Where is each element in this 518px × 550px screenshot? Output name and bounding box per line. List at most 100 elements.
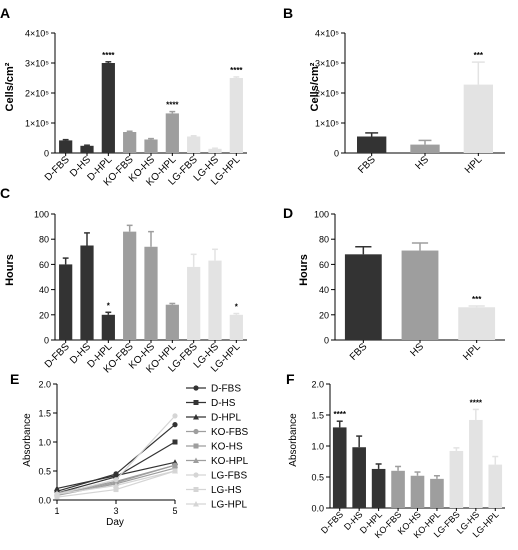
bar (123, 132, 137, 153)
significance-label: * (235, 303, 239, 312)
bar (208, 260, 222, 340)
bar (463, 84, 493, 153)
bar (488, 464, 503, 508)
data-point (172, 468, 178, 474)
panel-a-axes: 01×10⁵2×10⁵3×10⁵4×10⁵D-FBSD-HSD-HPLKO-FB… (25, 29, 247, 188)
bar (101, 314, 115, 340)
y-tick-label: 2×10⁵ (315, 89, 339, 99)
significance-label: **** (230, 66, 243, 75)
panel-a: A Cells/cm² 01×10⁵2×10⁵3×10⁵4×10⁵D-FBSD-… (0, 5, 247, 188)
data-point (172, 413, 178, 419)
legend-marker (193, 400, 199, 405)
y-tick-label: 3×10⁵ (315, 59, 339, 69)
bar (208, 148, 222, 153)
y-tick-label: 2.0 (311, 380, 324, 390)
bar (187, 136, 201, 153)
bar (144, 246, 158, 340)
bar (401, 250, 439, 340)
y-tick-label: 40 (319, 285, 329, 295)
data-point (113, 472, 119, 479)
y-tick-label: 1.5 (311, 411, 324, 421)
bar (229, 314, 243, 340)
bar (59, 264, 73, 340)
y-tick-label: 0.0 (38, 496, 51, 506)
y-tick-label: 0.5 (38, 467, 51, 477)
panel-d-letter: D (283, 205, 293, 221)
legend-label: LG-HS (211, 485, 242, 496)
data-point (54, 494, 60, 500)
bar (344, 254, 382, 340)
bar (458, 307, 496, 340)
significance-label: **** (166, 101, 179, 110)
panel-e-letter: E (10, 371, 19, 387)
x-tick-label: HPL (461, 341, 483, 363)
legend-marker (193, 385, 199, 391)
bar (59, 140, 73, 153)
bar (357, 136, 387, 153)
legend-label: D-HPL (211, 413, 241, 424)
y-tick-label: 20 (39, 310, 49, 320)
y-tick-label: 0 (334, 149, 339, 159)
data-point (172, 462, 178, 468)
panel-e: E Absorbance Day 0.0 0.5 1.0 1.5 2.0 1 3 5 D-FB… (10, 371, 249, 528)
significance-label: *** (474, 51, 484, 60)
data-point (172, 439, 178, 445)
legend-marker (193, 428, 199, 435)
y-tick-label: 100 (34, 210, 49, 220)
panel-f-letter: F (286, 371, 295, 387)
bar (101, 63, 115, 153)
y-tick-label: 60 (319, 260, 329, 270)
panel-d: D Hours 0 20 40 60 80 100 FBS HS HPL *** (283, 205, 505, 363)
data-point (54, 491, 60, 497)
data-point (172, 422, 178, 428)
legend-label: D-HS (211, 398, 236, 409)
x-tick-label: FBS (356, 154, 378, 176)
y-tick-label: 4×10⁵ (25, 29, 49, 39)
data-point (113, 482, 119, 488)
significance-label: **** (333, 410, 346, 419)
significance-label: *** (472, 295, 482, 304)
bar (391, 470, 405, 508)
bar (229, 78, 243, 153)
legend-marker (193, 457, 199, 463)
y-tick-label: 0 (44, 149, 49, 159)
panel-b-letter: B (283, 5, 293, 21)
legend-marker (193, 472, 199, 478)
panel-e-lines (54, 413, 178, 500)
panel-b-ylabel: Cells/cm² (309, 62, 321, 111)
y-tick-label: 100 (314, 210, 329, 220)
y-tick-label: 80 (39, 235, 49, 245)
panel-c: C Hours 020406080100D-FBSD-HSD-HPLKO-FBS… (0, 185, 247, 375)
y-tick-label: 60 (39, 260, 49, 270)
bar (410, 144, 440, 153)
significance-label: * (107, 301, 111, 310)
panel-c-ylabel: Hours (4, 254, 16, 286)
x-tick-label: HS (414, 154, 432, 172)
legend-marker (193, 487, 199, 492)
bar (80, 245, 94, 340)
y-tick-label: 80 (319, 235, 329, 245)
data-point (113, 477, 119, 483)
panel-f: F Absorbance 0.00.51.01.52.0D-FBSD-HSD-H… (286, 371, 505, 540)
y-tick-label: 1.0 (311, 442, 324, 452)
legend-label: KO-HPL (211, 456, 249, 467)
legend-label: KO-HS (211, 442, 243, 453)
y-tick-label: 3×10⁵ (25, 59, 49, 69)
significance-label: **** (470, 398, 483, 407)
y-tick-label: 0 (44, 336, 49, 346)
y-tick-label: 1×10⁵ (25, 119, 49, 129)
x-tick-label: FBS (348, 341, 370, 363)
bar (80, 145, 94, 153)
y-tick-label: 1.0 (38, 438, 51, 448)
panel-c-letter: C (0, 185, 10, 201)
bar (449, 450, 464, 508)
x-tick-label: HS (409, 341, 427, 359)
panel-e-xlabel: Day (106, 517, 124, 528)
panel-a-ylabel: Cells/cm² (4, 62, 16, 111)
panel-a-letter: A (0, 5, 10, 21)
y-tick-label: 1.5 (38, 409, 51, 419)
bar (144, 139, 158, 153)
panel-b: B Cells/cm² 0 1×10⁵ 2×10⁵ 3×10⁵ 4×10⁵ FBS HS HP… (283, 5, 505, 176)
data-point (113, 487, 119, 493)
bar (352, 447, 366, 508)
